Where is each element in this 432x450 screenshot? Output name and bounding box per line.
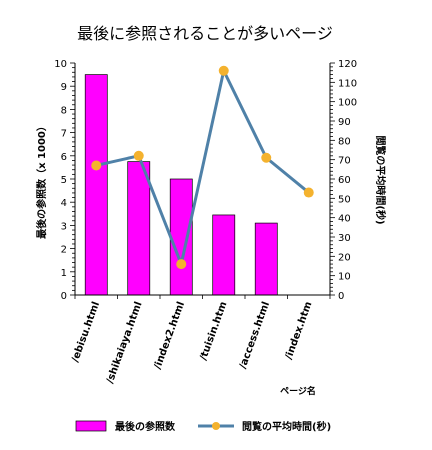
y-left-tick-label: 2 [61, 245, 67, 256]
legend-bar-label: 最後の参照数 [115, 420, 176, 433]
y-left-tick-label: 9 [61, 82, 67, 93]
x-tick-label: /tuisin.htm [198, 300, 229, 362]
y-right-tick-label: 110 [338, 78, 357, 89]
y-right-tick-label: 60 [338, 175, 351, 186]
y-axis-right-label: 閲覧の平均時間(秒) [374, 135, 387, 224]
y-axis-left-label: 最後の参照数（x 1000） [35, 121, 48, 239]
y-right-tick-label: 70 [338, 156, 351, 167]
x-tick-label: /index2.html [152, 300, 187, 371]
bar-1 [127, 161, 151, 296]
y-left-tick-label: 0 [61, 291, 67, 302]
y-right-tick-label: 0 [338, 291, 344, 302]
x-tick-label: /shikaiaya.html [105, 300, 145, 385]
y-axis-left: 0 1 2 3 4 5 6 7 8 9 10 [54, 59, 76, 302]
y-left-tick-label: 1 [61, 268, 67, 279]
y-right-tick-label: 40 [338, 214, 351, 225]
y-left-tick-label: 3 [61, 221, 67, 232]
y-left-tick-label: 6 [61, 152, 67, 163]
y-right-tick-label: 100 [338, 98, 357, 109]
bar-2 [169, 178, 193, 296]
line-point-3 [218, 65, 229, 76]
legend: 最後の参照数 閲覧の平均時間(秒) [75, 420, 331, 433]
x-tick-label: /ebisu.html [70, 300, 102, 364]
y-right-tick-label: 90 [338, 117, 351, 128]
bar-4 [254, 222, 278, 296]
line-point-1 [133, 150, 144, 161]
y-right-tick-label: 120 [338, 59, 357, 70]
y-right-tick-label: 30 [338, 233, 351, 244]
x-axis-label: ページ名 [280, 385, 316, 397]
y-right-tick-label: 80 [338, 136, 351, 147]
legend-line-label: 閲覧の平均時間(秒) [242, 420, 331, 433]
y-left-tick-label: 5 [61, 175, 67, 186]
y-right-tick-label: 20 [338, 252, 351, 263]
y-right-tick-label: 10 [338, 272, 351, 283]
line-series [95, 69, 310, 266]
line-point-2 [176, 259, 187, 270]
y-left-tick-label: 4 [61, 198, 67, 209]
y-right-tick-label: 50 [338, 194, 351, 205]
chart-title: 最後に参照されることが多いページ [77, 24, 333, 43]
x-axis: /ebisu.html/shikaiaya.html/index2.html/t… [70, 294, 331, 385]
y-left-tick-label: 10 [54, 59, 67, 70]
x-tick-label: /index.htm [283, 300, 314, 361]
line-point-4 [261, 152, 272, 163]
legend-line-marker [212, 422, 220, 430]
line-point-0 [91, 160, 102, 171]
bar-0 [84, 74, 108, 296]
y-left-tick-label: 7 [61, 129, 67, 140]
plot-area [84, 65, 314, 296]
y-left-tick-label: 8 [61, 105, 67, 116]
legend-bar-swatch [75, 420, 107, 432]
y-axis-right: 0 10 20 30 40 50 60 70 80 90 100 110 120 [329, 59, 357, 302]
x-tick-label: /access.html [238, 300, 272, 370]
bar-3 [212, 214, 236, 296]
line-point-5 [303, 187, 314, 198]
